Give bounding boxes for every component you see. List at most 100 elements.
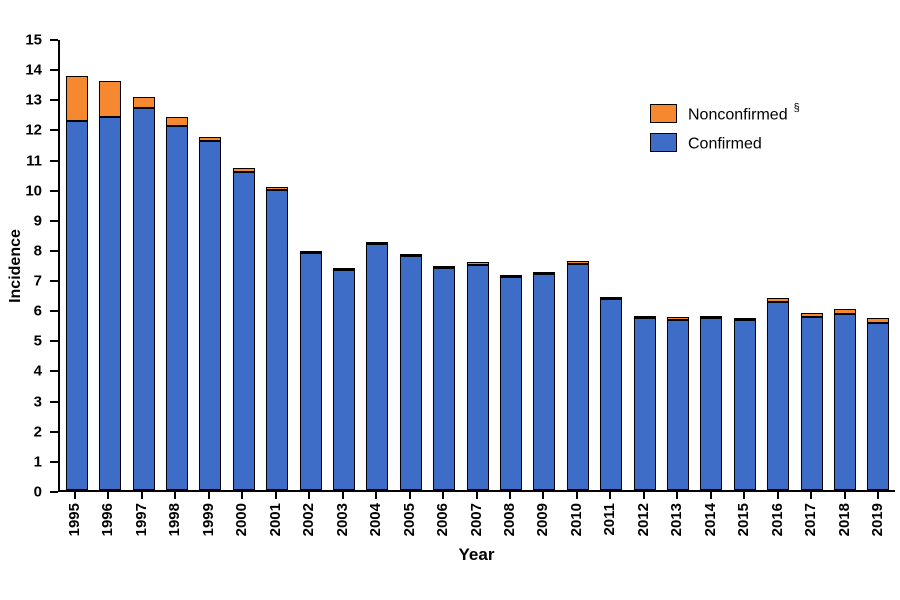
x-axis-label: 2001 (266, 503, 284, 537)
bar-group (600, 40, 623, 490)
x-axis-label: 2006 (433, 503, 451, 537)
legend-item-nonconfirmed: Nonconfirmed § (650, 102, 800, 124)
x-tick-mark (508, 492, 511, 499)
bar-segment-confirmed (867, 322, 890, 490)
plot-area (58, 40, 895, 492)
bar-group (332, 40, 355, 490)
bar-group (199, 40, 222, 490)
y-axis: 0 1 2 3 4 5 6 7 8 9 10 11 12 13 14 15 (0, 33, 58, 500)
y-tick-mark (50, 400, 58, 403)
x-tick-mark (709, 492, 712, 499)
bar-group (499, 40, 522, 490)
legend-label-text: Confirmed (688, 135, 762, 153)
bar-group (733, 40, 756, 490)
bar-segment-nonconfirmed (733, 317, 756, 320)
y-tick-mark (50, 491, 58, 493)
x-tick-mark (743, 492, 746, 499)
legend-item-confirmed: Confirmed (650, 133, 800, 153)
bar-segment-nonconfirmed (65, 76, 88, 121)
y-tick-label: 14 (25, 61, 42, 79)
bar-group (666, 40, 689, 490)
bar-segment-nonconfirmed (767, 298, 790, 302)
bar-group (767, 40, 790, 490)
legend: Nonconfirmed § Confirmed (650, 102, 800, 153)
bar-group (633, 40, 656, 490)
bar-segment-confirmed (232, 172, 255, 490)
x-axis-label: 2005 (400, 503, 418, 537)
bars (60, 40, 895, 490)
y-tick-label: 3 (33, 393, 42, 411)
x-tick-mark (810, 492, 813, 499)
bar-group (867, 40, 890, 490)
bar-segment-nonconfirmed (132, 97, 155, 108)
x-axis-label: 2000 (232, 503, 250, 537)
bar-segment-confirmed (99, 116, 122, 490)
bar-segment-nonconfirmed (399, 253, 422, 256)
y-tick-label: 2 (33, 423, 42, 441)
bar-segment-nonconfirmed (433, 265, 456, 268)
y-tick-label: 12 (25, 121, 42, 139)
bar-segment-nonconfirmed (666, 316, 689, 320)
bar-segment-nonconfirmed (299, 250, 322, 253)
x-tick-mark (877, 492, 880, 499)
bar-group (800, 40, 823, 490)
x-axis-label: 2017 (802, 503, 820, 537)
x-axis-label: 2011 (601, 503, 619, 536)
bar-segment-nonconfirmed (466, 262, 489, 265)
bar-segment-confirmed (600, 298, 623, 490)
y-tick-label: 9 (33, 212, 42, 230)
bar-segment-nonconfirmed (566, 260, 589, 264)
bar-segment-nonconfirmed (833, 308, 856, 314)
y-tick-mark (50, 340, 58, 343)
bar-group (833, 40, 856, 490)
bar-segment-nonconfirmed (700, 316, 723, 319)
bar-segment-nonconfirmed (266, 187, 289, 191)
y-tick-mark (50, 280, 58, 283)
x-axis-label: 2008 (500, 503, 518, 537)
x-tick-mark (776, 492, 779, 499)
x-axis-label: 2018 (835, 503, 853, 537)
bar-segment-confirmed (499, 277, 522, 490)
bar-group (132, 40, 155, 490)
y-tick-mark (50, 189, 58, 192)
y-tick-label: 13 (25, 91, 42, 109)
x-tick-mark (843, 492, 846, 499)
x-axis-label: 2019 (869, 503, 886, 537)
y-tick-mark (50, 430, 58, 433)
legend-label-text: Nonconfirmed (688, 106, 788, 124)
x-axis-label: 1997 (132, 503, 150, 537)
x-axis-label: 1995 (65, 503, 83, 537)
y-tick-mark (50, 310, 58, 313)
bar-segment-confirmed (266, 190, 289, 490)
x-axis-label: 2007 (467, 503, 485, 537)
bar-segment-nonconfirmed (332, 267, 355, 270)
y-tick-label: 10 (25, 182, 42, 200)
bar-segment-confirmed (132, 107, 155, 490)
bar-segment-nonconfirmed (366, 241, 389, 244)
bar-group (266, 40, 289, 490)
x-tick-mark (174, 492, 177, 499)
bar-segment-confirmed (700, 318, 723, 490)
bar-segment-confirmed (666, 319, 689, 490)
x-tick-mark (609, 492, 612, 499)
x-axis-title: Year (458, 545, 495, 564)
x-axis-label: 2014 (701, 503, 719, 537)
bar-segment-confirmed (165, 125, 188, 490)
bar-group (366, 40, 389, 490)
bar-group (65, 40, 88, 490)
x-axis-label: 2015 (735, 503, 753, 537)
x-tick-mark (676, 492, 679, 499)
bar-segment-nonconfirmed (99, 80, 122, 117)
bar-segment-confirmed (800, 316, 823, 490)
x-tick-mark (207, 492, 210, 499)
x-axis-label: 1999 (199, 503, 217, 537)
x-tick-mark (642, 492, 645, 499)
x-tick-mark (241, 492, 244, 499)
bar-segment-confirmed (833, 313, 856, 490)
bar-segment-confirmed (399, 256, 422, 490)
bar-segment-nonconfirmed (165, 116, 188, 126)
x-tick-mark (107, 492, 110, 499)
y-tick-label: 0 (33, 483, 42, 501)
bar-segment-nonconfirmed (499, 275, 522, 277)
